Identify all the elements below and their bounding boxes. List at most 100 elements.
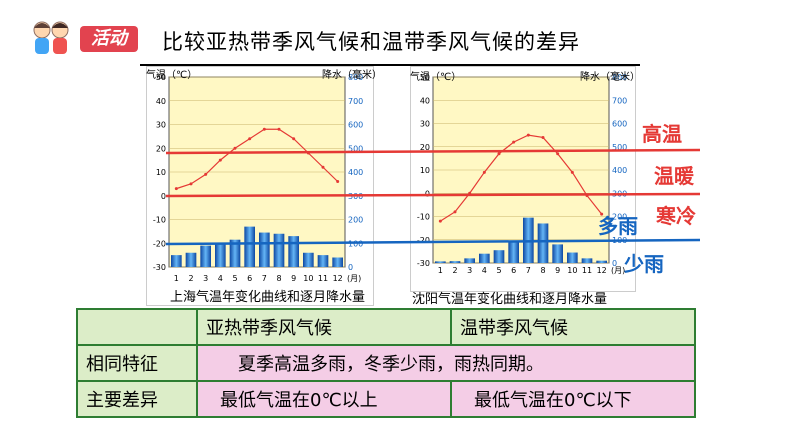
precip-bar: [464, 258, 475, 263]
header-subtropical: 亚热带季风气候: [196, 308, 452, 346]
left-tick-label: 50: [420, 73, 430, 82]
left-tick-label: 50: [156, 73, 166, 82]
precip-bar: [200, 245, 211, 267]
x-tick-label: 6: [247, 274, 252, 283]
right-tick-label: 200: [348, 216, 363, 225]
shanghai-right-axis-title: 降水（毫米）: [322, 70, 382, 81]
precip-bar: [596, 260, 607, 263]
row-label-similarity: 相同特征: [76, 344, 198, 382]
shanghai-chart: 50403020100-10-20-3080070060050040030020…: [146, 66, 374, 306]
precip-bar: [581, 258, 593, 263]
temperature-point: [512, 140, 516, 144]
activity-badge: 活动: [80, 26, 138, 52]
precip-bar: [171, 255, 182, 267]
x-tick-label: 4: [482, 266, 487, 275]
right-tick-label: 500: [348, 144, 363, 153]
left-tick-label: 30: [420, 120, 430, 129]
temperature-point: [277, 127, 281, 131]
shenyang-chart: 50403020100-10-20-3080070060050040030020…: [410, 66, 636, 292]
left-tick-label: 40: [156, 97, 166, 106]
right-tick-label: 800: [348, 73, 363, 82]
precip-bar: [537, 223, 549, 263]
right-tick-label: 600: [348, 121, 363, 130]
left-tick-label: -10: [417, 213, 430, 222]
temperature-point: [526, 133, 530, 137]
precip-bar: [332, 257, 343, 267]
temperature-point: [174, 187, 178, 191]
shenyang-right-axis-title: 降水（毫米）: [580, 72, 640, 83]
x-tick-label: 4: [218, 274, 223, 283]
precip-bar: [215, 244, 226, 267]
x-tick-label: 3: [203, 274, 208, 283]
temperature-line: [440, 134, 603, 222]
cold-label: 寒冷: [656, 204, 696, 228]
precip-bar: [435, 261, 446, 263]
precip-bar: [317, 255, 329, 267]
temperature-line: [176, 128, 339, 190]
x-tick-label: 12: [597, 266, 607, 275]
x-tick-label: 6: [511, 266, 516, 275]
left-tick-label: -30: [153, 263, 166, 272]
left-tick-label: 0: [161, 192, 166, 201]
children-icon: [26, 18, 76, 58]
right-tick-label: 0: [612, 259, 617, 268]
header-empty-cell: [76, 308, 198, 346]
temperature-point: [541, 135, 545, 139]
table-header-row: 亚热带季风气候 温带季风气候: [76, 308, 696, 346]
shanghai-caption: 上海气温年变化曲线和逐月降水量: [170, 290, 366, 305]
x-tick-label: 12: [333, 274, 343, 283]
precip-bar: [449, 261, 461, 263]
subtropical-difference: 最低气温在0℃以上: [196, 380, 452, 418]
precip-bar: [508, 240, 519, 263]
row-label-difference: 主要差异: [76, 380, 198, 418]
left-tick-label: -20: [417, 236, 430, 245]
temperature-point: [438, 219, 442, 223]
temperature-point: [189, 182, 193, 186]
left-tick-label: 10: [156, 168, 166, 177]
x-tick-label: 2: [452, 266, 457, 275]
left-tick-label: 20: [156, 144, 166, 153]
shenyang-caption: 沈阳气温年变化曲线和逐月降水量: [412, 292, 608, 307]
left-tick-label: -10: [153, 216, 166, 225]
x-tick-label: 7: [526, 266, 531, 275]
x-tick-label: 1: [174, 274, 179, 283]
x-tick-label: 8: [276, 274, 281, 283]
x-tick-label: 9: [291, 274, 296, 283]
temperature-point: [262, 127, 266, 131]
temperature-point: [321, 165, 325, 169]
x-tick-label: 2: [188, 274, 193, 283]
x-tick-label: 11: [582, 266, 592, 275]
high-temp-line: [165, 148, 701, 155]
little-rain-label: 少雨: [624, 252, 664, 276]
comparison-table: 亚热带季风气候 温带季风气候 相同特征 夏季高温多雨，冬季少雨，雨热同期。 主要…: [76, 308, 696, 418]
right-tick-label: 400: [612, 166, 627, 175]
x-tick-label: 9: [555, 266, 560, 275]
x-tick-label: 10: [303, 274, 313, 283]
right-tick-label: 400: [348, 168, 363, 177]
x-tick-label: 7: [262, 274, 267, 283]
x-tick-label: 1: [438, 266, 443, 275]
warm-label: 温暖: [654, 164, 694, 188]
left-tick-label: 40: [420, 96, 430, 105]
x-unit-label: (月): [347, 274, 361, 283]
right-tick-label: 0: [348, 263, 353, 272]
precip-bar: [567, 252, 578, 263]
left-tick-label: -20: [153, 239, 166, 248]
shanghai-chart-svg: 50403020100-10-20-3080070060050040030020…: [153, 73, 363, 283]
precip-bar: [288, 236, 299, 267]
precip-bar: [303, 252, 314, 267]
high-temp-label: 高温: [642, 122, 682, 146]
left-tick-label: -30: [417, 259, 430, 268]
right-tick-label: 200: [612, 213, 627, 222]
temperature-point: [497, 152, 501, 156]
x-tick-label: 5: [232, 274, 237, 283]
precip-bar: [493, 250, 505, 263]
temperature-point: [482, 170, 486, 174]
title-divider: [140, 64, 640, 66]
right-tick-label: 800: [612, 73, 627, 82]
right-tick-label: 700: [348, 97, 363, 106]
right-tick-label: 500: [612, 143, 627, 152]
temperature-point: [233, 146, 237, 150]
shenyang-chart-svg: 50403020100-10-20-3080070060050040030020…: [417, 73, 627, 275]
